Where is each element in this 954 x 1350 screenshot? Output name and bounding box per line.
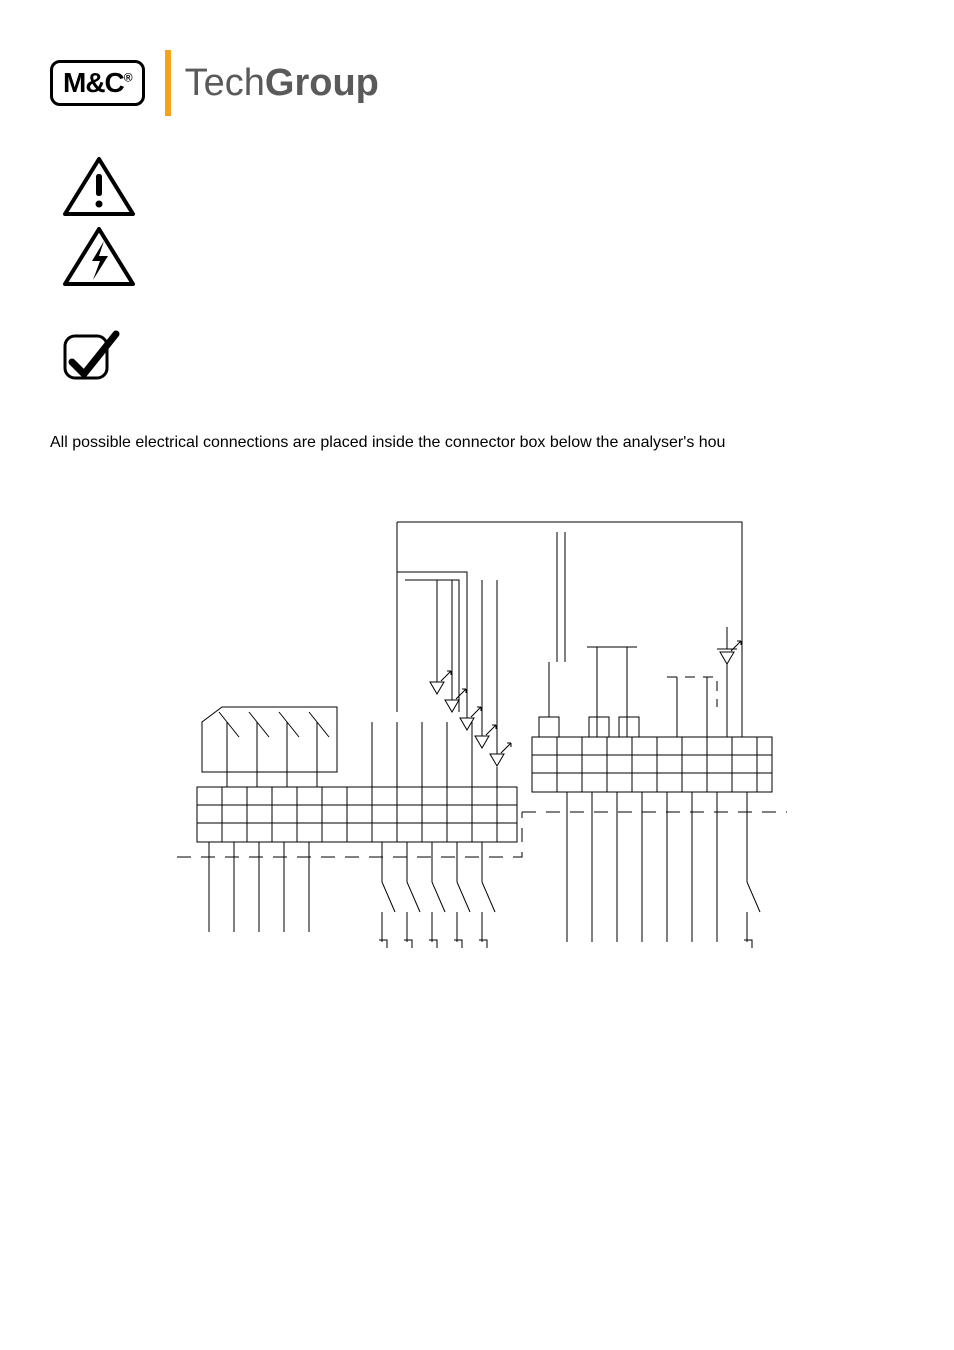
logo-divider: [165, 50, 171, 116]
logo-brand: M&C: [63, 67, 124, 98]
warning-voltage-icon: [62, 226, 904, 288]
header-logo: M&C® TechGroup: [50, 50, 904, 116]
warning-exclamation-icon: [62, 156, 904, 218]
logo-reg: ®: [124, 71, 132, 85]
logo-suffix-bold: Group: [265, 62, 379, 104]
wiring-diagram: [50, 512, 904, 1022]
logo-suffix-light: Tech: [185, 62, 265, 104]
warning-icons: [62, 156, 904, 288]
logo-badge: M&C®: [50, 60, 145, 106]
checkmark-icon: [62, 328, 904, 384]
body-paragraph: All possible electrical connections are …: [50, 434, 904, 452]
logo-suffix: TechGroup: [185, 62, 379, 105]
